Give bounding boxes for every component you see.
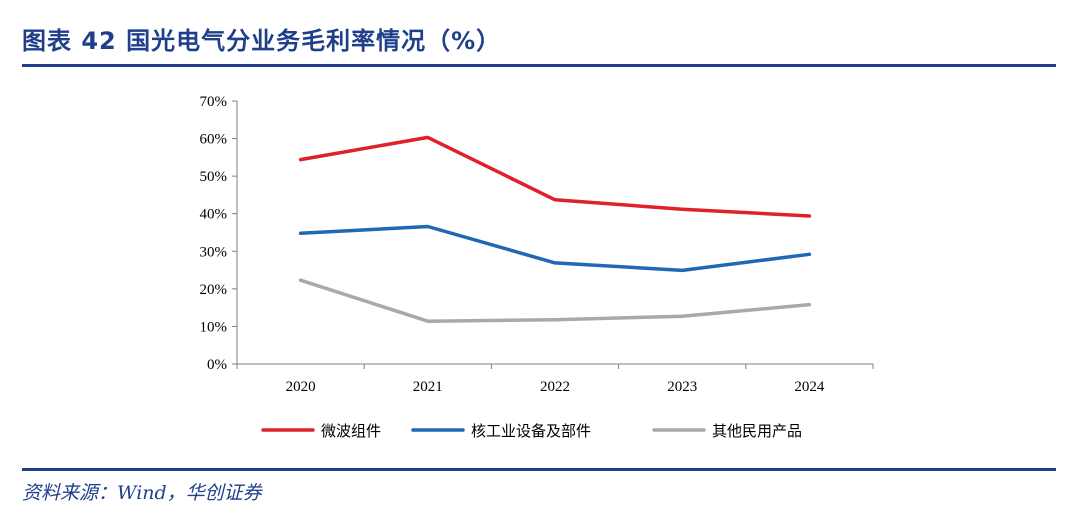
top-rule bbox=[22, 64, 1056, 67]
legend-label-2: 核工业设备及部件 bbox=[471, 422, 591, 440]
x-tick-label: 2023 bbox=[667, 379, 697, 395]
y-tick-label: 50% bbox=[200, 169, 228, 185]
series-line-3 bbox=[298, 278, 812, 323]
figure-header: 图表 42 国光电气分业务毛利率情况（%） bbox=[22, 18, 501, 58]
figure-title: 图表 42 国光电气分业务毛利率情况（%） bbox=[22, 26, 502, 55]
legend-label-1: 微波组件 bbox=[321, 422, 381, 440]
y-tick-label: 40% bbox=[200, 207, 228, 223]
series-line-1 bbox=[298, 135, 812, 218]
x-tick-label: 2022 bbox=[540, 379, 570, 395]
y-tick-label: 60% bbox=[200, 132, 228, 148]
source-note: 资料来源：Wind，华创证券 bbox=[22, 482, 262, 504]
y-tick-label: 30% bbox=[200, 244, 228, 260]
y-tick-label: 70% bbox=[200, 94, 228, 110]
x-tick-label: 2021 bbox=[413, 379, 443, 395]
x-tick-label: 2024 bbox=[794, 379, 825, 395]
legend-label-3: 其他民用产品 bbox=[712, 422, 802, 440]
x-tick-label: 2020 bbox=[286, 379, 316, 395]
bottom-rule bbox=[22, 468, 1056, 471]
series-line-2 bbox=[298, 224, 812, 273]
y-tick-label: 10% bbox=[200, 319, 228, 335]
y-tick-label: 0% bbox=[207, 357, 227, 373]
y-tick-label: 20% bbox=[200, 282, 228, 298]
